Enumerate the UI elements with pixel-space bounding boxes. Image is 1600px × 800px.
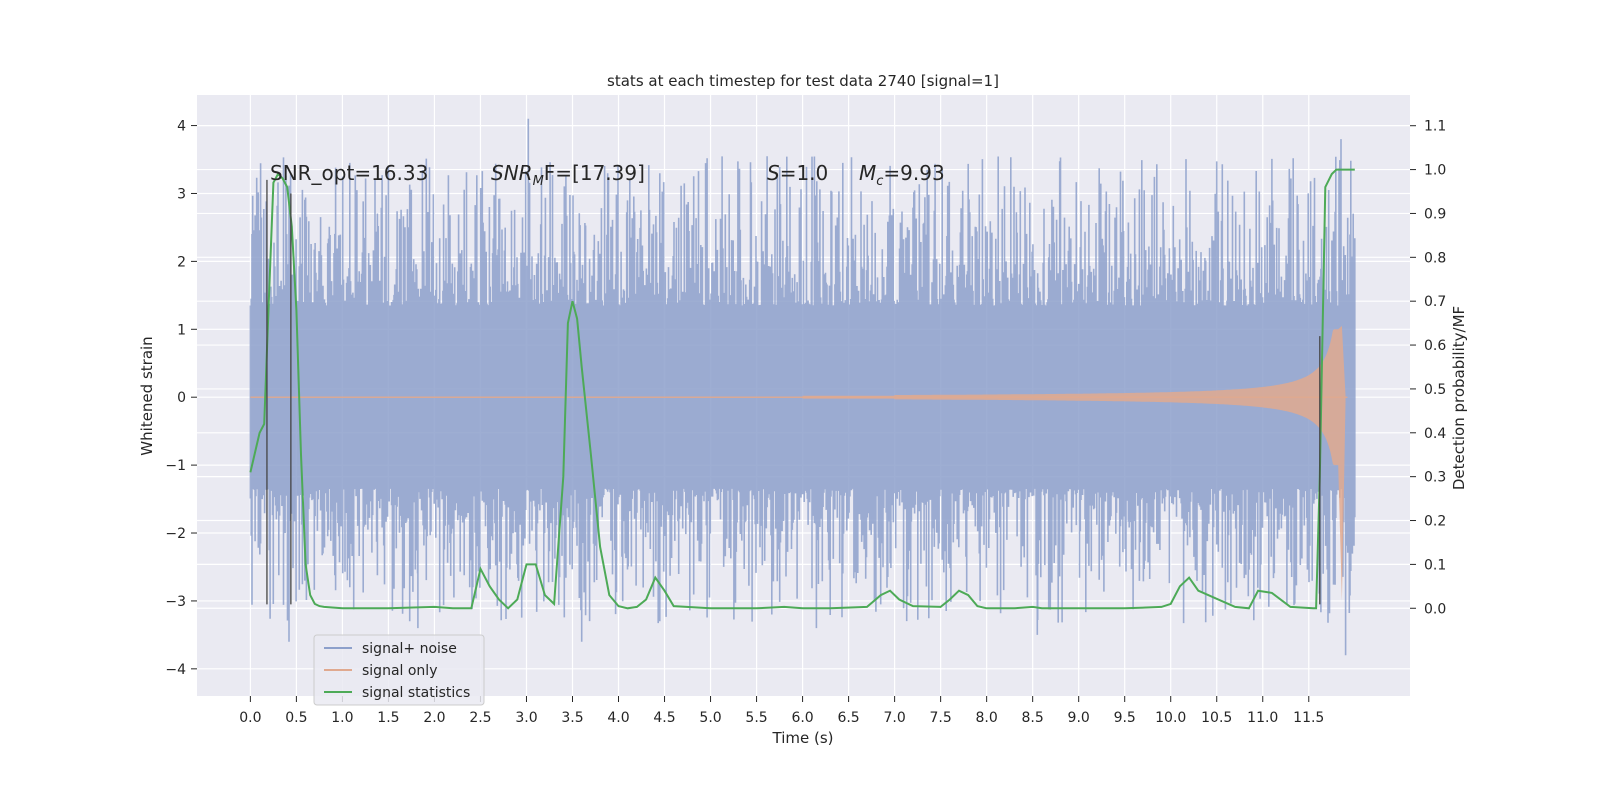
x-tick-label-3: 1.5 [377, 710, 399, 726]
legend: signal+ noise signal only signal statistic… [313, 634, 485, 706]
annotation-snr-opt: SNR_opt=16.33 [270, 161, 428, 185]
y-right-tick-label-11: 1.1 [1424, 119, 1446, 135]
annotation-s: S=1.0 [767, 161, 828, 185]
series-layer [249, 118, 1356, 656]
x-tick-label-5: 2.5 [469, 710, 491, 726]
y-right-tick-label-1: 0.1 [1424, 557, 1446, 573]
y-right-tick-label-5: 0.5 [1424, 382, 1446, 398]
markers-layer [266, 179, 1321, 605]
x-tick-label-15: 7.5 [929, 710, 951, 726]
y-axis-label: Whitened strain [138, 336, 156, 455]
legend-label-1: signal only [362, 663, 437, 679]
x-tick-label-0: 0.0 [239, 710, 261, 726]
x-tick-label-9: 4.5 [653, 710, 675, 726]
annotation-mc-sub: c [876, 174, 883, 189]
y-tick-label-4: 0 [177, 390, 186, 406]
y-right-tick-label-2: 0.2 [1424, 514, 1446, 530]
y-tick-label-5: 1 [177, 322, 186, 338]
annotation-snr-mf-sub: M [533, 174, 544, 189]
legend-label-0: signal+ noise [362, 641, 457, 657]
y-right-tick-label-7: 0.7 [1424, 294, 1446, 310]
series-signal-statistics [249, 168, 1355, 610]
y-tick-label-7: 3 [177, 186, 186, 202]
y-right-tick-label-0: 0.0 [1424, 601, 1446, 617]
x-tick-label-22: 11.0 [1247, 710, 1278, 726]
x-tick-label-20: 10.0 [1155, 710, 1186, 726]
y-right-tick-label-4: 0.4 [1424, 426, 1446, 442]
annotation-snr-mf-rest: F=[17.39] [544, 161, 645, 185]
y-tick-label-1: −3 [165, 594, 186, 610]
annotation-snr-mf-label: SNR [491, 161, 533, 185]
x-tick-label-18: 9.0 [1068, 710, 1090, 726]
x-tick-label-1: 0.5 [285, 710, 307, 726]
y-right-tick-label-8: 0.8 [1424, 250, 1446, 266]
series-signal-only [802, 325, 1346, 601]
annotation-snr-mf: SNRMF=[17.39] [491, 161, 645, 189]
x-tick-label-17: 8.5 [1022, 710, 1044, 726]
y-tick-label-6: 2 [177, 254, 186, 270]
annotation-s-label: S [767, 161, 780, 185]
annotation-mc-label: M [859, 161, 876, 185]
x-tick-label-8: 4.0 [607, 710, 629, 726]
chart-title: stats at each timestep for test data 274… [607, 72, 999, 90]
y-right-tick-label-3: 0.3 [1424, 470, 1446, 486]
x-tick-label-11: 5.5 [745, 710, 767, 726]
legend-label-2: signal statistics [362, 685, 470, 701]
x-tick-label-6: 3.0 [515, 710, 537, 726]
x-axis-label: Time (s) [772, 729, 834, 747]
x-tick-label-13: 6.5 [837, 710, 859, 726]
x-tick-label-10: 5.0 [699, 710, 721, 726]
x-tick-label-7: 3.5 [561, 710, 583, 726]
annotations: SNR_opt=16.33 SNRMF=[17.39] S=1.0 Mc=9.9… [270, 161, 945, 189]
x-tick-label-2: 1.0 [331, 710, 353, 726]
y-axis-right-label: Detection probability/MF [1450, 306, 1468, 490]
x-tick-label-4: 2.0 [423, 710, 445, 726]
y-tick-label-8: 4 [177, 119, 186, 135]
y-tick-label-2: −2 [165, 526, 186, 542]
annotation-mc-rest: =9.93 [883, 161, 944, 185]
y-tick-label-0: −4 [165, 662, 186, 678]
y-right-tick-label-9: 0.9 [1424, 206, 1446, 222]
y-tick-label-3: −1 [165, 458, 186, 474]
annotation-mc: Mc=9.93 [859, 161, 945, 189]
x-tick-label-16: 8.0 [976, 710, 998, 726]
axes: 0.0 0.5 1.0 1.5 2.0 2.5 3.0 3.5 4.0 4.5 5.0 5.5 6.0 6… [165, 119, 1446, 726]
legend-box [313, 634, 485, 706]
x-tick-label-21: 10.5 [1201, 710, 1232, 726]
x-tick-label-19: 9.5 [1114, 710, 1136, 726]
annotation-s-rest: =1.0 [780, 161, 829, 185]
x-tick-label-12: 6.0 [791, 710, 813, 726]
y-right-tick-label-10: 1.0 [1424, 163, 1446, 179]
y-right-tick-label-6: 0.6 [1424, 338, 1446, 354]
x-tick-label-23: 11.5 [1293, 710, 1324, 726]
x-tick-label-14: 7.0 [883, 710, 905, 726]
